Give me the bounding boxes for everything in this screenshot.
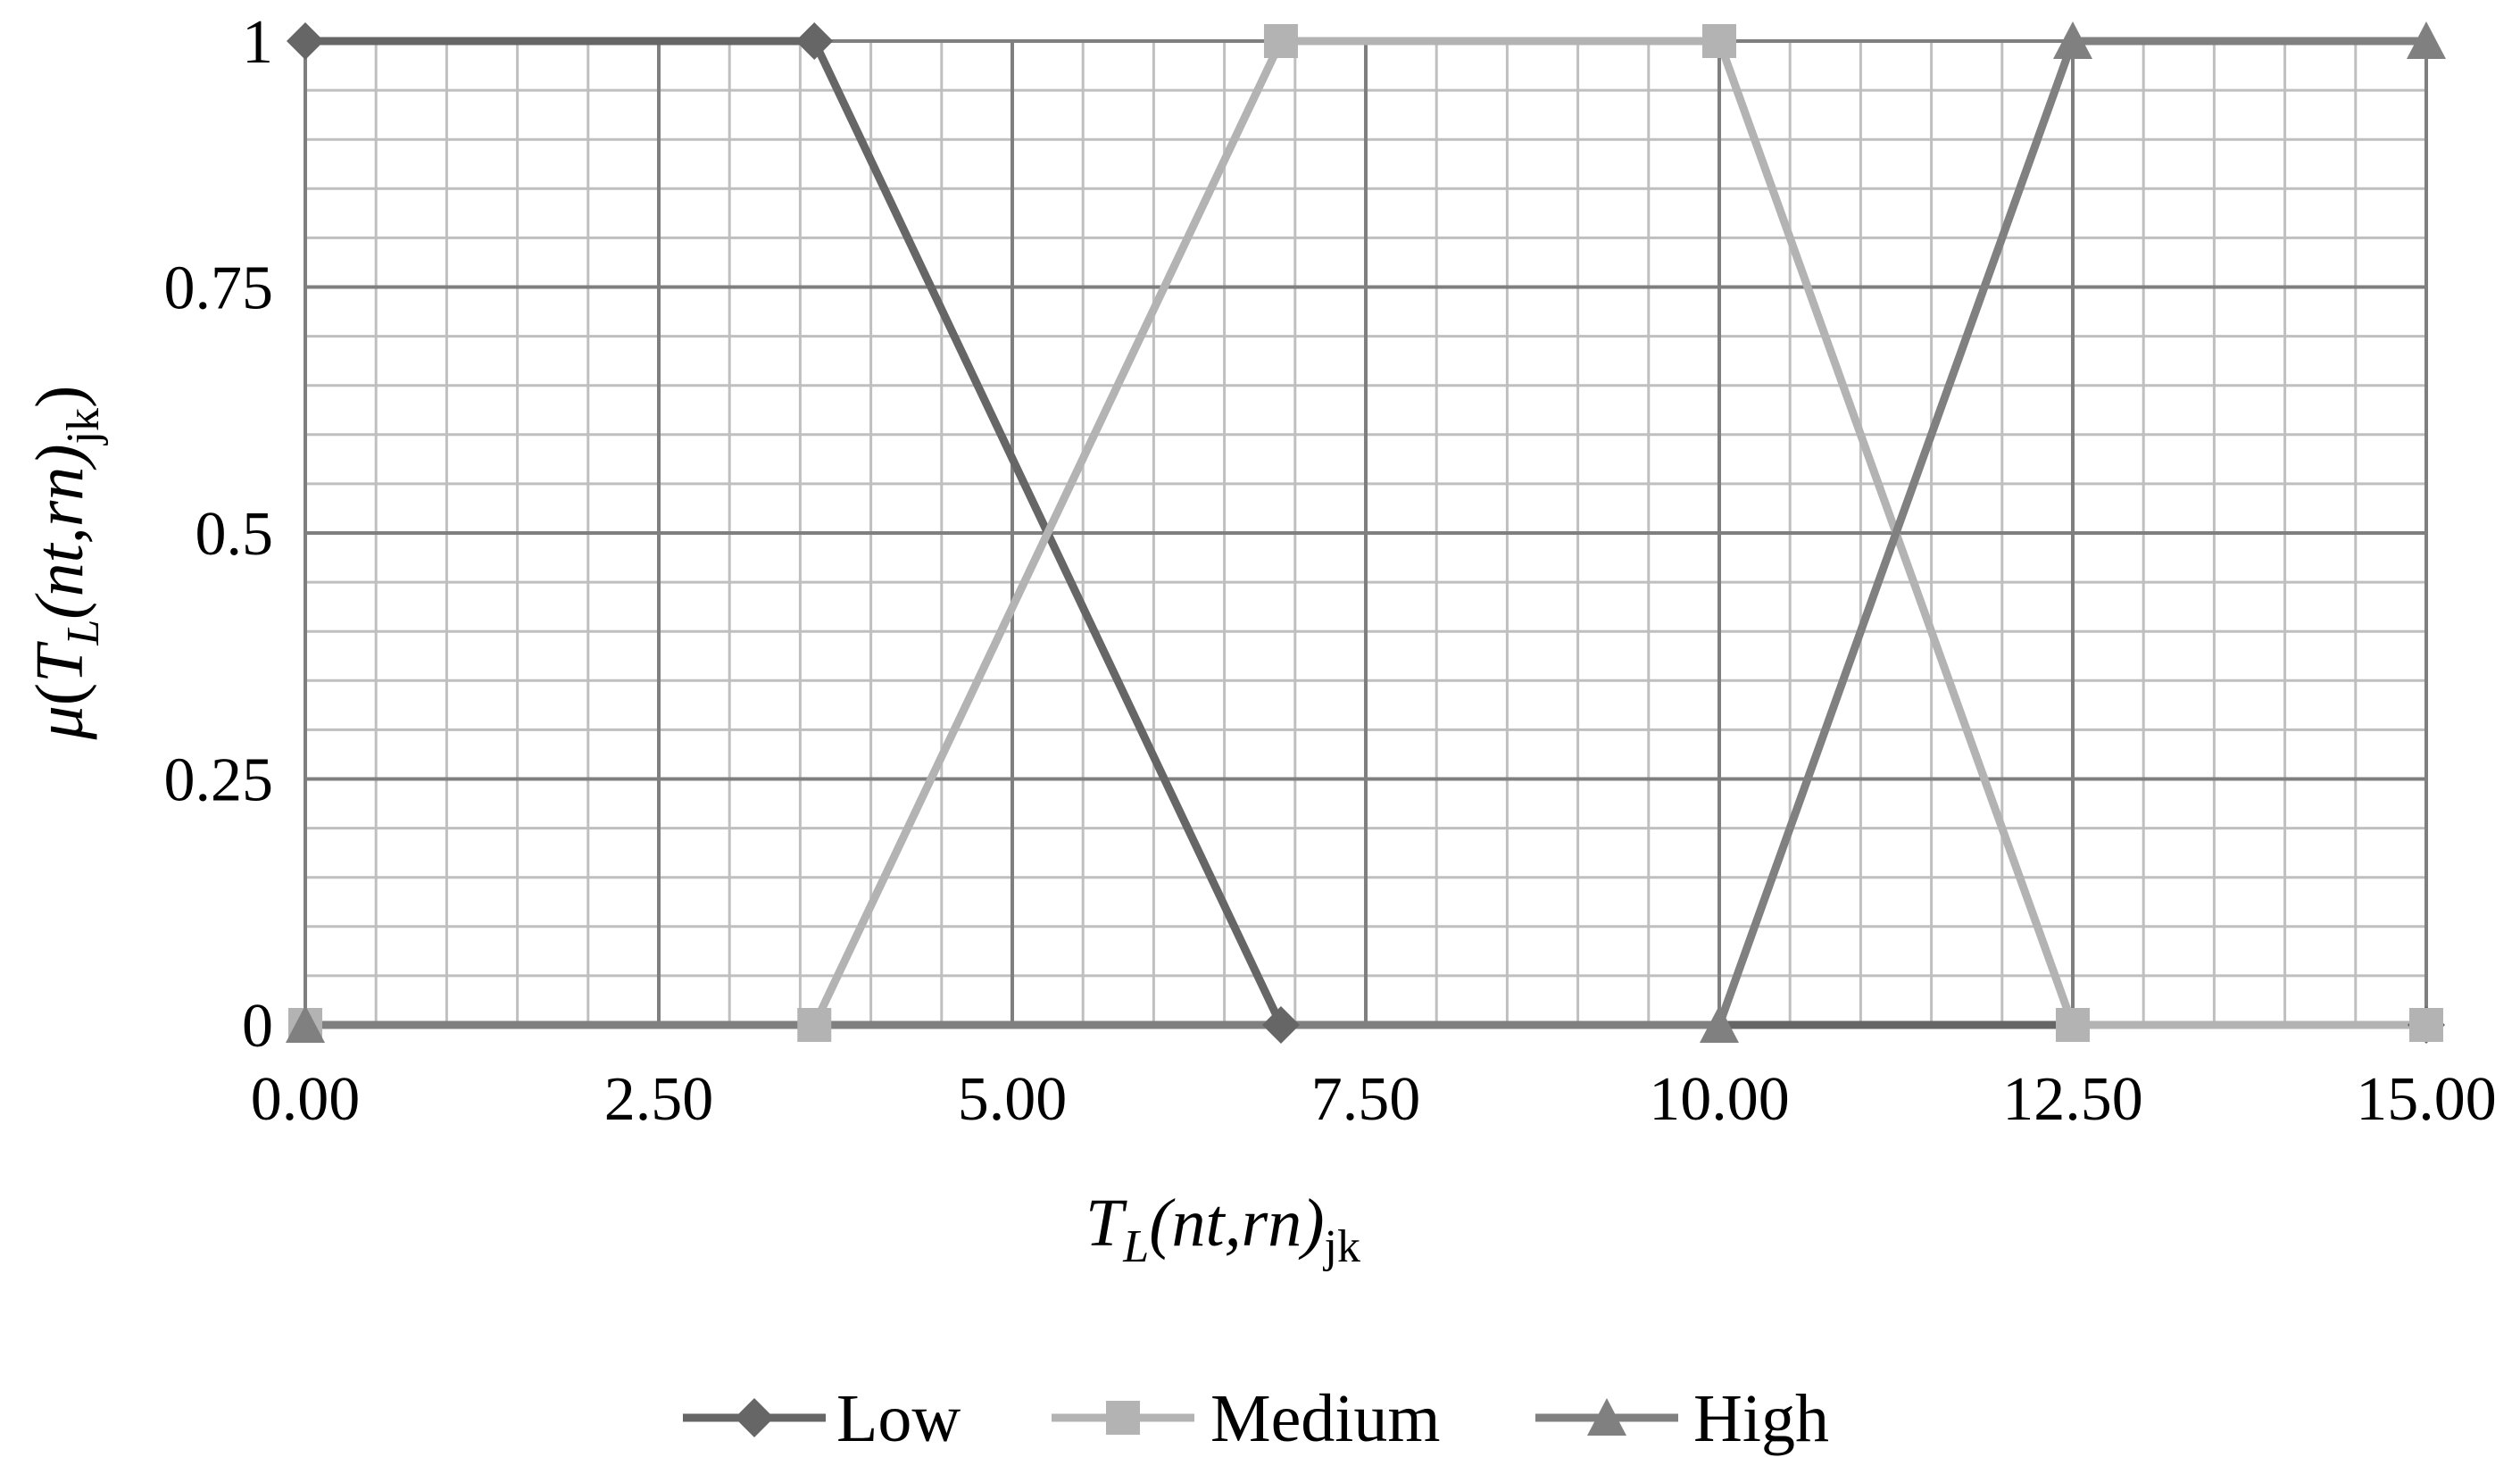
legend-marker-high	[1587, 1398, 1626, 1436]
point-high	[2407, 21, 2446, 59]
x-tick-labels: 0.00 2.50 5.00 7.50 10.00 12.50 15.00	[251, 1065, 2497, 1134]
point-high	[1700, 1005, 1739, 1043]
point-medium	[797, 1008, 832, 1042]
x-tick-label: 15.00	[2356, 1065, 2497, 1134]
y-tick-label: 0.75	[164, 254, 274, 323]
series-line-high	[305, 37, 2426, 1029]
y-tick-label: 1	[242, 8, 273, 77]
y-tick-label: 0.5	[195, 500, 274, 569]
legend-label-medium: Medium	[1210, 1381, 1441, 1456]
x-tick-label: 5.00	[958, 1065, 1068, 1134]
legend-item-medium: Medium	[1052, 1381, 1441, 1456]
legend-marker-low	[735, 1398, 774, 1437]
point-low	[287, 22, 324, 60]
x-tick-label: 0.00	[251, 1065, 361, 1134]
series-layer	[286, 21, 2446, 1044]
point-medium	[2056, 1008, 2090, 1042]
x-tick-label: 7.50	[1311, 1065, 1421, 1134]
point-medium	[1263, 24, 1298, 58]
legend-label-high: High	[1693, 1381, 1829, 1456]
y-tick-label: 0	[242, 992, 273, 1061]
legend: Low Medium High	[683, 1381, 1829, 1456]
point-medium	[2409, 1008, 2443, 1042]
y-tick-label: 0.25	[164, 746, 274, 815]
point-low	[795, 22, 834, 60]
legend-label-low: Low	[836, 1381, 961, 1456]
x-tick-label: 2.50	[604, 1065, 714, 1134]
x-tick-label: 10.00	[1649, 1065, 1790, 1134]
point-low	[1261, 1006, 1300, 1044]
legend-item-low: Low	[683, 1381, 961, 1456]
y-axis-title: μ(TL(nt,rn)jk)	[22, 386, 109, 741]
legend-item-high: High	[1535, 1381, 1829, 1456]
point-high	[2053, 21, 2092, 59]
x-axis-title: TL(nt,rn)jk	[1085, 1186, 1360, 1272]
point-high	[286, 1005, 325, 1043]
legend-marker-medium	[1106, 1401, 1140, 1435]
point-medium	[1702, 24, 1736, 58]
y-tick-labels: 0 0.25 0.5 0.75 1	[164, 8, 274, 1061]
x-tick-label: 12.50	[2002, 1065, 2143, 1134]
